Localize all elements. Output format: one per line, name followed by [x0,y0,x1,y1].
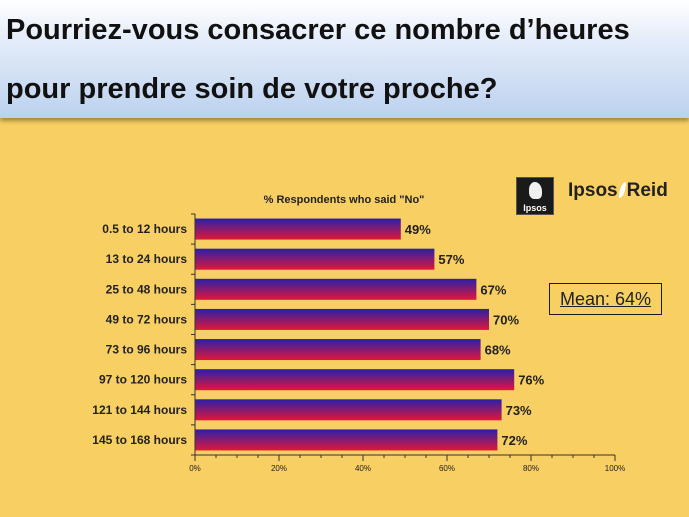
data-label: 73% [506,403,532,418]
data-label: 68% [485,343,511,358]
category-label: 97 to 120 hours [99,373,187,387]
category-label: 25 to 48 hours [106,282,188,296]
data-label: 49% [405,222,431,237]
category-label: 0.5 to 12 hours [102,222,187,236]
x-tick-label: 0% [189,464,201,473]
data-label: 72% [501,433,527,448]
bar [195,308,489,330]
data-label: 76% [518,373,544,388]
category-label: 49 to 72 hours [106,312,188,326]
slide-title-line-2: pour prendre soin de votre proche? [6,73,498,105]
x-tick-label: 60% [439,464,455,473]
slide-title-line-1: Pourriez-vous consacrer ce nombre d’heur… [6,14,630,46]
category-label: 73 to 96 hours [106,343,188,357]
brand-wordmark: Ipsos Reid [568,180,668,202]
bar [195,218,401,240]
data-label: 70% [493,312,519,327]
chart-title: % Respondents who said "No" [264,194,425,206]
bar [195,339,481,361]
category-label: 13 to 24 hours [106,252,188,266]
logo-head-icon [529,182,542,199]
bar [195,369,515,391]
logo-box-text: Ipsos [523,203,547,213]
brand-part-2: Reid [626,180,668,201]
ipsos-logo-icon: Ipsos [516,177,554,215]
mean-label: Mean: 64% [559,289,652,309]
x-tick-label: 40% [355,464,371,473]
x-tick-label: 20% [271,464,287,473]
x-tick-label: 80% [523,464,539,473]
bar [195,248,435,270]
bar [195,429,498,451]
brand-part-1: Ipsos [568,180,618,201]
data-label: 67% [480,282,506,297]
bar [195,278,477,300]
mean-box: Mean: 64% [549,283,662,315]
category-label: 145 to 168 hours [92,433,187,447]
category-label: 121 to 144 hours [92,403,187,417]
title-bar: Pourriez-vous consacrer ce nombre d’heur… [0,0,689,118]
brand-swoosh-icon [618,182,626,198]
data-label: 57% [438,252,464,267]
x-tick-label: 100% [605,464,625,473]
bar [195,399,502,421]
